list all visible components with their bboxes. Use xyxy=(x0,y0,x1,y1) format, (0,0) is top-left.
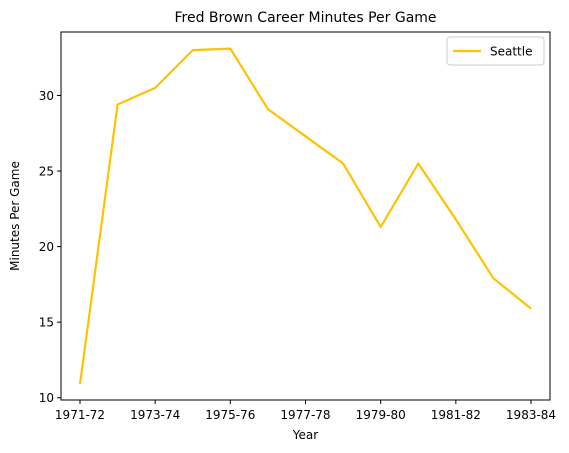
series-line-seattle xyxy=(78,47,532,385)
x-tick-label: 1981-82 xyxy=(431,408,481,422)
x-tick-label: 1971-72 xyxy=(55,408,105,422)
y-tick-label: 10 xyxy=(39,391,54,405)
y-tick-label: 15 xyxy=(39,316,54,330)
y-axis-label: Minutes Per Game xyxy=(8,161,22,271)
chart-title: Fred Brown Career Minutes Per Game xyxy=(174,10,436,26)
x-tick-label: 1979-80 xyxy=(356,408,406,422)
y-tick-label: 25 xyxy=(39,165,54,179)
legend-label: Seattle xyxy=(490,45,532,59)
x-tick-label: 1973-74 xyxy=(130,408,180,422)
x-axis-label: Year xyxy=(292,428,318,442)
axes-frame xyxy=(60,31,551,401)
y-axis: 10 15 20 25 30 xyxy=(39,89,61,405)
legend: Seattle xyxy=(446,36,545,66)
plot-area xyxy=(60,31,551,401)
x-tick-label: 1977-78 xyxy=(280,408,330,422)
x-tick-label: 1983-84 xyxy=(506,408,556,422)
legend-box xyxy=(446,36,545,66)
y-tick-label: 30 xyxy=(39,89,54,103)
x-tick-label: 1975-76 xyxy=(205,408,255,422)
x-axis: 1971-72 1973-74 1975-76 1977-78 1979-80 1981-… xyxy=(55,400,556,422)
series-layer xyxy=(78,47,532,385)
y-tick-label: 20 xyxy=(39,240,54,254)
